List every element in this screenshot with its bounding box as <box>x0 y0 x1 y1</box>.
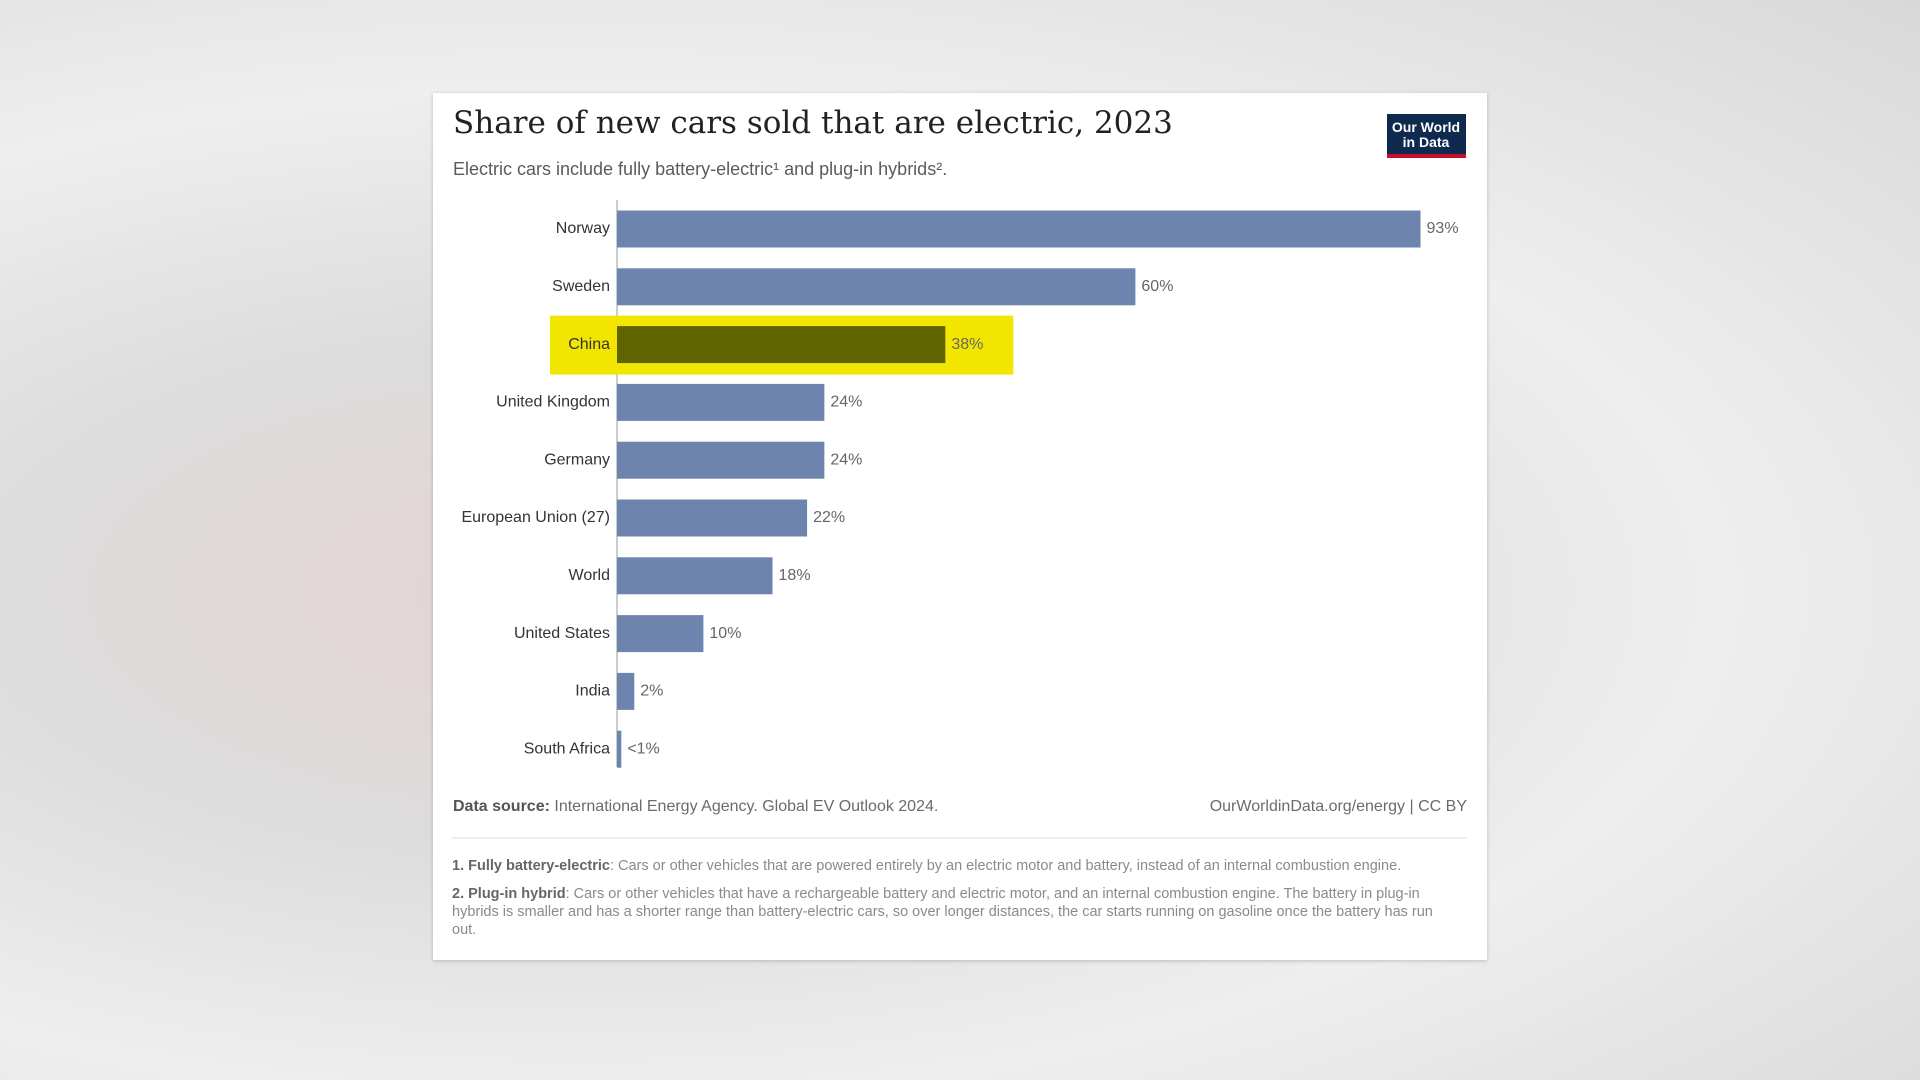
category-label: India <box>575 683 610 700</box>
bar <box>617 268 1136 306</box>
value-label: 24% <box>830 394 862 411</box>
value-label: 24% <box>830 451 862 468</box>
bar <box>617 499 808 537</box>
value-label: 38% <box>951 336 983 353</box>
category-label: China <box>568 336 610 353</box>
value-label: 2% <box>640 683 663 700</box>
note-text: : Cars or other vehicles that are powere… <box>609 858 1402 874</box>
source-label: Data source: <box>453 798 550 815</box>
category-label: United States <box>514 625 610 642</box>
chart-card: Share of new cars sold that are electric… <box>433 93 1487 960</box>
logo-box <box>1387 114 1466 158</box>
category-label: Sweden <box>552 278 610 295</box>
bar <box>617 441 825 479</box>
source-text: International Energy Agency. Global EV O… <box>554 798 939 815</box>
bar <box>617 326 946 364</box>
bar <box>617 672 635 710</box>
credit: OurWorldinData.org/energy | CC BY <box>1209 798 1467 815</box>
chart-subtitle: Electric cars include fully battery-elec… <box>453 159 947 179</box>
chart-title: Share of new cars sold that are electric… <box>453 105 1173 141</box>
value-label: 18% <box>779 567 811 584</box>
category-label: Norway <box>556 220 610 237</box>
category-label: United Kingdom <box>496 394 610 411</box>
value-label: 22% <box>813 509 845 526</box>
logo-stripe <box>1387 154 1466 158</box>
note: 1. Fully battery-electric: Cars or other… <box>452 857 1452 875</box>
category-label: Germany <box>544 451 610 468</box>
bar <box>617 615 704 653</box>
bar <box>617 730 622 768</box>
value-label: 10% <box>709 625 741 642</box>
note-term: 1. Fully battery-electric <box>452 858 610 874</box>
logo-text: Our World <box>1392 119 1460 135</box>
bar <box>617 383 825 421</box>
category-label: South Africa <box>524 740 610 757</box>
chart: Share of new cars sold that are electric… <box>452 105 1467 839</box>
category-label: World <box>569 567 611 584</box>
category-label: European Union (27) <box>461 509 610 526</box>
value-label: 60% <box>1141 278 1173 295</box>
value-label: <1% <box>627 740 659 757</box>
value-label: 93% <box>1427 220 1459 237</box>
logo-text: in Data <box>1403 134 1450 150</box>
note: 2. Plug-in hybrid: Cars or other vehicle… <box>452 885 1452 939</box>
source: Data source: International Energy Agency… <box>453 798 938 816</box>
bar <box>617 210 1421 248</box>
note-text: : Cars or other vehicles that have a rec… <box>452 886 1433 938</box>
bar <box>617 557 773 595</box>
note-term: 2. Plug-in hybrid <box>452 886 566 902</box>
